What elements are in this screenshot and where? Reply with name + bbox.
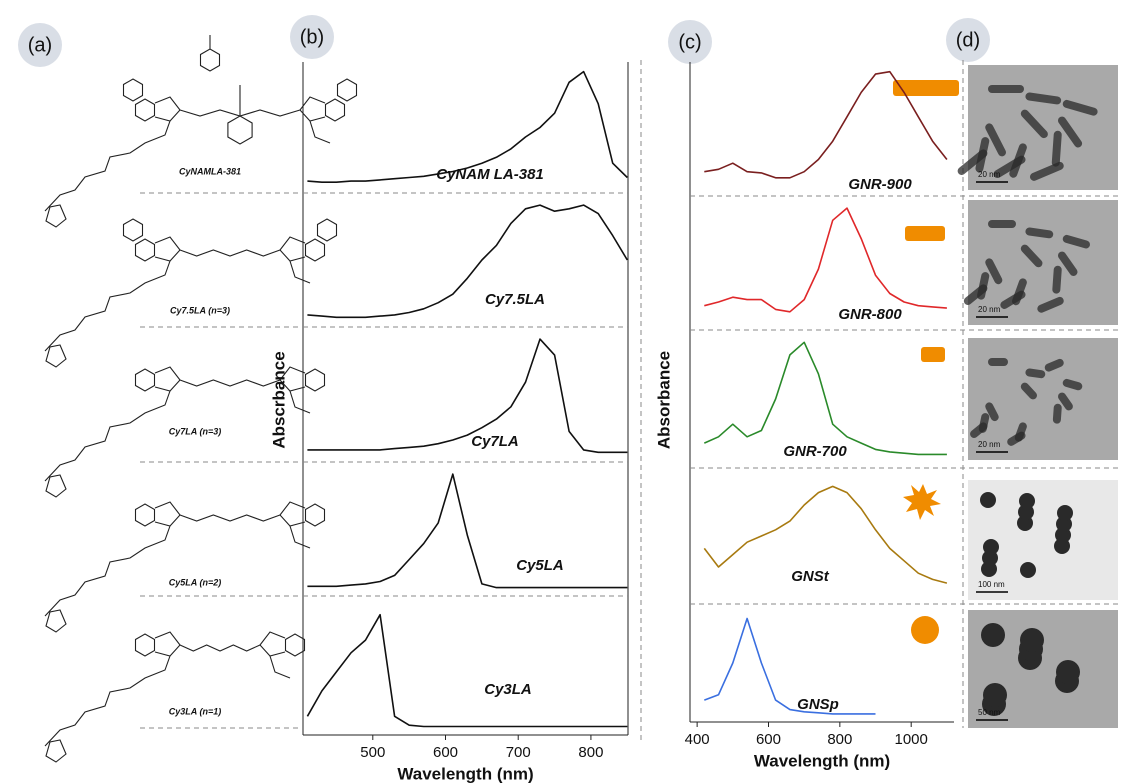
scale-label: 20 nm [978,170,1001,179]
panel-label: (d) [956,29,980,51]
bond [180,515,280,521]
spectrum-line [704,208,947,312]
panel-label: (a) [28,34,52,56]
bond [300,97,325,121]
nanorod-icon [905,226,945,241]
nanorod [1053,403,1062,424]
bond [270,656,290,678]
bond [136,634,305,656]
bond [124,219,337,241]
bond [180,645,260,651]
nanostar [980,492,996,508]
bond [45,656,170,762]
nanosphere [1020,628,1044,652]
panel-label: (c) [678,31,701,53]
nanorod [988,85,1024,93]
series-label: GNR-800 [838,306,902,323]
bond [45,526,170,632]
nanostar [1019,493,1035,509]
spectrum-line [307,474,627,587]
series-label: Cy7.5LA [485,291,545,308]
nanosphere [1056,660,1080,684]
bond [155,237,180,261]
bond [155,97,180,121]
panel-label: (b) [300,26,324,48]
scale-label: 20 nm [978,440,1001,449]
bond [155,632,180,656]
figure: (a) (b) (c) (d) CyNAMLA-381 Cy7.5LA (n=3)… [0,0,1122,783]
molecule-label: Cy7.5LA (n=3) [170,305,230,315]
bond [155,367,180,391]
molecule: Cy3LA (n=1) [45,632,305,762]
bond [290,526,310,548]
molecules: CyNAMLA-381 Cy7.5LA (n=3) Cy7LA (n=3) Cy5LA… [45,35,357,762]
x-tick-label: 500 [360,744,385,761]
molecule-label: Cy3LA (n=1) [169,706,221,716]
x-tick-label: 700 [506,744,531,761]
molecule: CyNAMLA-381 [45,35,357,227]
x-tick-label: 600 [433,744,458,761]
bond [290,261,310,283]
series-label: GNSp [797,696,839,713]
series-label: GNSt [791,568,830,585]
bond [45,121,170,227]
series-label: Cy5LA [516,557,564,574]
x-tick-label: 800 [827,731,852,748]
bond [280,502,305,526]
molecule: Cy7.5LA (n=3) [45,219,337,367]
series-label: GNR-900 [848,176,912,193]
spectrum-line [307,339,627,452]
bond [45,261,170,367]
molecule-label: Cy7LA (n=3) [169,426,221,436]
y-axis-label: Abscrbance [269,351,288,448]
nanosphere [983,683,1007,707]
molecule-label: CyNAMLA-381 [179,166,241,176]
scale-label: 20 nm [978,305,1001,314]
y-axis-label: Absorbance [654,351,673,449]
spectrum-line [307,205,627,317]
scale-label: 100 nm [978,580,1005,589]
series-label: Cy3LA [484,681,532,698]
nanostar-icon [903,484,941,520]
bond [310,121,330,143]
nanorod [988,220,1016,228]
spectrum-line [704,342,947,454]
bond [136,369,325,391]
spectrum-line [704,619,875,714]
bond [180,380,280,386]
x-tick-label: 800 [578,744,603,761]
nanostar [983,539,999,555]
bond [45,391,170,497]
nanostar [1020,562,1036,578]
molecule-label: Cy5LA (n=2) [169,577,221,587]
x-tick-label: 600 [756,731,781,748]
molecule: Cy5LA (n=2) [45,502,325,632]
nanorod-icon [893,80,959,96]
nanosphere [981,623,1005,647]
tem-images: 20 nm 20 nm 20 nm 100 nm 50 nm [956,65,1118,728]
x-axis-label: Wavelength (nm) [397,764,533,783]
series-label: CyNAM LA-381 [436,166,544,183]
nanorod [988,358,1008,366]
bond [155,502,180,526]
bond [180,250,280,256]
bond [290,391,310,413]
series-label: Cy7LA [471,433,519,450]
scale-label: 50 nm [978,708,1001,717]
bond [136,504,325,526]
bond [260,632,285,656]
bond [201,35,253,144]
series-label: GNR-700 [783,443,847,460]
panel-labels: (a) (b) (c) (d) [18,15,990,67]
bond [136,239,325,261]
nanostar [1057,505,1073,521]
x-tick-label: 1000 [895,731,928,748]
bond [280,237,305,261]
x-tick-label: 400 [685,731,710,748]
nanosphere-icon [911,616,939,644]
spectrum-line [307,615,627,727]
x-axis-label: Wavelength (nm) [754,751,890,770]
nanorod-icon [921,347,945,362]
